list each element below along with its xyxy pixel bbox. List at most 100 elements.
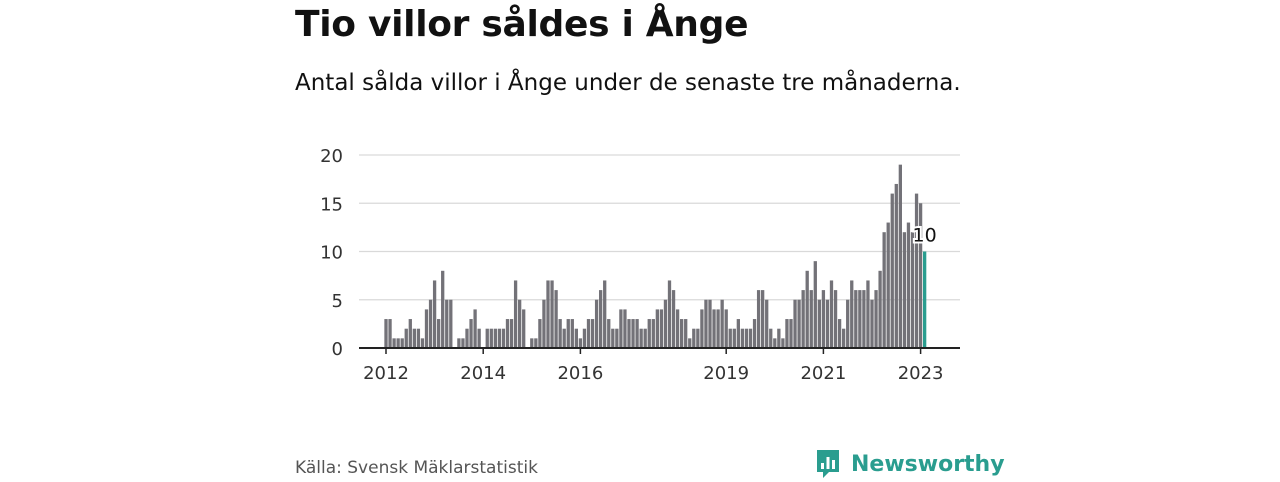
bar <box>477 328 481 348</box>
bar <box>412 328 416 348</box>
bar <box>643 328 647 348</box>
highlight-data-label: 10 <box>913 225 937 247</box>
x-tick-label: 2021 <box>800 363 846 384</box>
bar <box>400 338 404 348</box>
bar <box>445 299 449 348</box>
bar <box>635 319 639 348</box>
bar <box>878 270 882 348</box>
bar <box>813 261 817 348</box>
bar <box>898 164 902 348</box>
bar <box>728 328 732 348</box>
bar <box>906 222 911 348</box>
bar <box>858 290 862 348</box>
bar <box>777 328 781 348</box>
bar <box>457 338 461 348</box>
y-tick-label: 0 <box>332 339 343 360</box>
bar <box>667 280 672 348</box>
x-tick-label: 2023 <box>898 363 944 384</box>
bar <box>538 319 542 348</box>
bar <box>509 319 514 348</box>
bar <box>688 338 692 348</box>
bar <box>866 280 870 348</box>
bar <box>663 299 668 348</box>
bar <box>615 328 619 348</box>
bar <box>785 319 789 348</box>
bar <box>890 193 894 348</box>
bar <box>590 319 595 348</box>
bar <box>489 328 493 348</box>
bar <box>696 328 700 348</box>
bar <box>700 309 704 348</box>
bar <box>716 309 720 348</box>
bar <box>736 319 740 348</box>
bar <box>639 328 643 348</box>
bar <box>546 280 550 348</box>
bar-chart: 0 5 10 15 20 2012 2014 2016 2019 2021 2023 10 <box>320 146 960 384</box>
bar <box>918 203 923 348</box>
bar <box>744 328 749 348</box>
bar <box>793 299 797 348</box>
bar <box>623 309 627 348</box>
bar <box>627 319 631 348</box>
bar <box>631 319 635 348</box>
bar <box>829 280 834 348</box>
bar <box>680 319 684 348</box>
bar <box>910 232 915 348</box>
bar <box>441 270 445 348</box>
bar <box>850 280 854 348</box>
bar <box>801 290 805 348</box>
bar <box>704 299 708 348</box>
bar <box>384 319 388 348</box>
bar <box>671 290 676 348</box>
y-tick-label: 20 <box>320 146 343 167</box>
bars <box>384 164 927 348</box>
bar <box>797 299 801 348</box>
newsworthy-logo[interactable]: Newsworthy <box>815 446 1005 482</box>
bar <box>542 299 546 348</box>
bar <box>420 338 425 348</box>
bar <box>566 319 570 348</box>
bar <box>619 309 623 348</box>
bar <box>493 328 497 348</box>
bar <box>651 319 655 348</box>
bar <box>712 309 716 348</box>
y-tick-label: 5 <box>332 291 343 312</box>
bar <box>882 232 886 348</box>
bar <box>655 309 659 348</box>
bar <box>603 280 607 348</box>
x-tick-label: 2014 <box>460 363 506 384</box>
bar <box>809 290 813 348</box>
bar <box>659 309 664 348</box>
bar <box>647 319 651 348</box>
bar <box>449 299 453 348</box>
bar <box>473 309 477 348</box>
bar <box>821 290 826 348</box>
y-tick-label: 10 <box>320 243 343 264</box>
bar <box>769 328 773 348</box>
bar <box>846 299 850 348</box>
bar <box>914 193 919 348</box>
bar <box>761 290 765 348</box>
bar <box>522 309 526 348</box>
bar <box>833 290 838 348</box>
bar <box>432 280 437 348</box>
bar <box>594 299 599 348</box>
bar <box>675 309 680 348</box>
bar <box>684 319 688 348</box>
bar <box>752 319 757 348</box>
bar <box>586 319 591 348</box>
bar <box>428 299 433 348</box>
y-tick-label: 15 <box>320 194 343 215</box>
bar <box>708 299 712 348</box>
bar <box>874 290 878 348</box>
bar <box>692 328 696 348</box>
chart-title: Tio villor såldes i Ånge <box>295 4 749 45</box>
bar <box>886 222 890 348</box>
bar <box>870 299 874 348</box>
bar <box>388 319 392 348</box>
bar <box>732 328 736 348</box>
bar <box>825 299 830 348</box>
newsworthy-logo-icon <box>817 450 839 478</box>
bar <box>724 309 728 348</box>
bar <box>805 270 809 348</box>
